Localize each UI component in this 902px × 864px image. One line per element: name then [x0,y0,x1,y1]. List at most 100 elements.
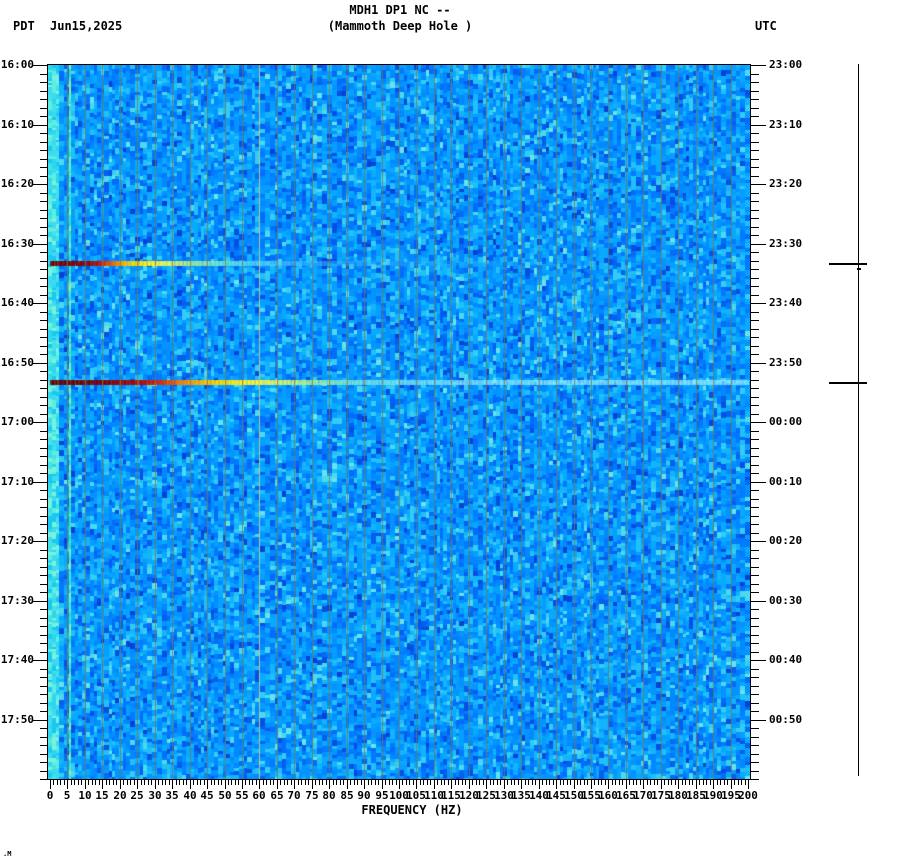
x-tick-label: 105 [406,789,426,802]
y-minor-tick-left [40,261,48,262]
x-major-tick [416,780,417,789]
y-minor-tick-right [751,388,759,389]
y-minor-tick-left [40,771,48,772]
x-tick-label: 190 [703,789,723,802]
time-label-right: 23:50 [769,356,803,369]
y-minor-tick-right [751,771,759,772]
x-minor-tick [99,780,100,785]
y-minor-tick-right [751,99,759,100]
y-minor-tick-right [751,91,759,92]
y-minor-tick-left [40,737,48,738]
x-minor-tick [671,780,672,785]
x-minor-tick [263,780,264,785]
y-major-tick-right [751,422,766,423]
x-major-tick [748,780,749,789]
x-minor-tick [57,780,58,785]
y-minor-tick-left [40,320,48,321]
x-minor-tick [518,780,519,785]
y-minor-tick-left [40,448,48,449]
y-minor-tick-left [40,82,48,83]
y-major-tick-left [33,482,48,483]
y-minor-tick-left [40,150,48,151]
x-minor-tick [256,780,257,785]
y-minor-tick-right [751,116,759,117]
x-minor-tick [378,780,379,785]
y-minor-tick-left [40,626,48,627]
y-minor-tick-left [40,516,48,517]
x-minor-tick [357,780,358,785]
x-tick-label: 185 [686,789,706,802]
x-tick-label: 70 [287,789,301,802]
x-minor-tick [497,780,498,785]
y-minor-tick-left [40,507,48,508]
y-major-tick-left [33,184,48,185]
time-label-right: 00:00 [769,415,803,428]
x-minor-tick [577,780,578,785]
x-minor-tick [514,780,515,785]
x-major-tick [574,780,575,789]
x-minor-tick [402,780,403,785]
x-minor-tick [176,780,177,785]
scale-bar-dot [857,268,861,270]
y-minor-tick-right [751,626,759,627]
x-minor-tick [231,780,232,785]
y-major-tick-left [33,601,48,602]
x-minor-tick [406,780,407,785]
x-major-tick [120,780,121,789]
y-minor-tick-right [751,516,759,517]
y-minor-tick-right [751,312,759,313]
x-minor-tick [720,780,721,785]
x-minor-tick [727,780,728,785]
y-minor-tick-right [751,762,759,763]
x-minor-tick [200,780,201,785]
x-minor-tick [116,780,117,785]
time-label-right: 23:40 [769,296,803,309]
x-tick-label: 10 [78,789,92,802]
x-minor-tick [350,780,351,785]
y-minor-tick-left [40,252,48,253]
x-minor-tick [322,780,323,785]
x-minor-tick [587,780,588,785]
x-minor-tick [654,780,655,785]
y-minor-tick-left [40,652,48,653]
x-minor-tick [511,780,512,785]
x-minor-tick [123,780,124,785]
time-label-right: 00:30 [769,594,803,607]
y-major-tick-left [33,65,48,66]
y-minor-tick-right [751,108,759,109]
x-major-tick [259,780,260,789]
x-minor-tick [619,780,620,785]
x-tick-label: 80 [322,789,336,802]
y-minor-tick-right [751,499,759,500]
y-minor-tick-right [751,397,759,398]
x-minor-tick [532,780,533,785]
x-tick-label: 60 [252,789,266,802]
x-minor-tick [392,780,393,785]
y-minor-tick-left [40,779,48,780]
time-label-right: 00:50 [769,713,803,726]
x-minor-tick [228,780,229,785]
y-minor-tick-left [40,74,48,75]
x-major-tick [434,780,435,789]
y-minor-tick-left [40,286,48,287]
x-minor-tick [134,780,135,785]
y-minor-tick-left [40,669,48,670]
x-minor-tick [301,780,302,785]
x-minor-tick [130,780,131,785]
x-tick-label: 15 [95,789,109,802]
y-minor-tick-right [751,286,759,287]
y-minor-tick-left [40,439,48,440]
spectrogram-canvas [48,65,750,779]
y-minor-tick-left [40,116,48,117]
y-major-tick-right [751,244,766,245]
x-major-tick [312,780,313,789]
x-minor-tick [336,780,337,785]
x-tick-label: 200 [738,789,758,802]
y-minor-tick-left [40,201,48,202]
x-minor-tick [158,780,159,785]
y-minor-tick-left [40,499,48,500]
x-major-tick [190,780,191,789]
scale-bar-line [858,64,859,776]
y-minor-tick-left [40,133,48,134]
